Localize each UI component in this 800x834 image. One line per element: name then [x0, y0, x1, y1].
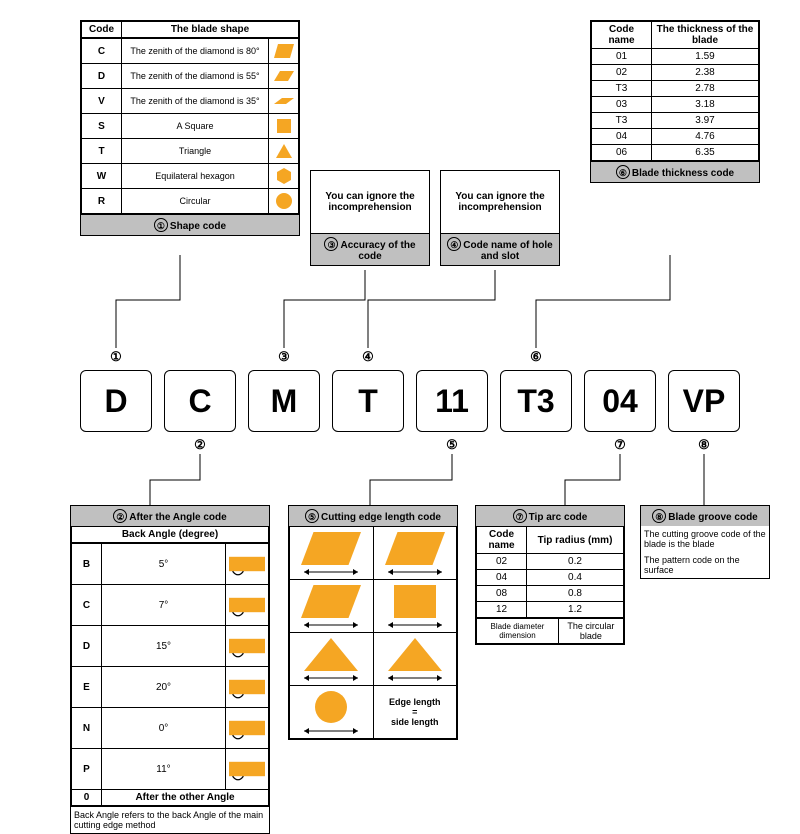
code-box: ⑦04	[584, 370, 656, 432]
panel-groove: ⑧Blade groove code The cutting groove co…	[640, 505, 770, 579]
table-row: 022.38	[592, 65, 759, 81]
code-box: ⑥T3	[500, 370, 572, 432]
table-row: E20°	[72, 667, 269, 708]
table-row: B5°	[72, 544, 269, 585]
code-row: ①D②C③M④T⑤11⑥T3⑦04⑧VP	[80, 370, 740, 432]
panel-thickness: Code nameThe thickness of the blade 011.…	[590, 20, 760, 183]
table-row: 044.76	[592, 129, 759, 145]
code-box: ③M	[248, 370, 320, 432]
table-row: T33.97	[592, 113, 759, 129]
panel-angle: ②After the Angle code Back Angle (degree…	[70, 505, 270, 834]
table-row: 066.35	[592, 145, 759, 161]
panel-tip-arc: ⑦Tip arc code Code nameTip radius (mm) 0…	[475, 505, 625, 645]
table-row	[290, 580, 457, 633]
table-row: VThe zenith of the diamond is 35°	[82, 89, 299, 114]
table-row: TTriangle	[82, 139, 299, 164]
code-box: ②C	[164, 370, 236, 432]
table-row	[290, 527, 457, 580]
table-row: 040.4	[477, 570, 624, 586]
table-row: P11°	[72, 749, 269, 790]
table-row: RCircular	[82, 189, 299, 214]
code-box: ⑤11	[416, 370, 488, 432]
table-row: 121.2	[477, 602, 624, 618]
table-row: 011.59	[592, 49, 759, 65]
code-box: ④T	[332, 370, 404, 432]
panel-accuracy: You can ignore the incomprehension ③Accu…	[310, 170, 430, 266]
table-row: 0After the other Angle	[72, 790, 269, 806]
code-box: ①D	[80, 370, 152, 432]
table-row: 080.8	[477, 586, 624, 602]
panel-edge-length: ⑤Cutting edge length code Edge length=si…	[288, 505, 458, 740]
table-row: T32.78	[592, 81, 759, 97]
table-row: D15°	[72, 626, 269, 667]
table-row: WEquilateral hexagon	[82, 164, 299, 189]
table-row: 020.2	[477, 554, 624, 570]
table-row: CThe zenith of the diamond is 80°	[82, 39, 299, 64]
panel-shape-code: CodeThe blade shape CThe zenith of the d…	[80, 20, 300, 236]
table-row: C7°	[72, 585, 269, 626]
table-row: 033.18	[592, 97, 759, 113]
panel-hole-slot: You can ignore the incomprehension ④Code…	[440, 170, 560, 266]
code-box: ⑧VP	[668, 370, 740, 432]
table-row	[290, 633, 457, 686]
shape-table: CodeThe blade shape	[81, 21, 299, 38]
table-row: DThe zenith of the diamond is 55°	[82, 64, 299, 89]
table-row: N0°	[72, 708, 269, 749]
table-row: Edge length=side length	[290, 686, 457, 739]
table-row: SA Square	[82, 114, 299, 139]
